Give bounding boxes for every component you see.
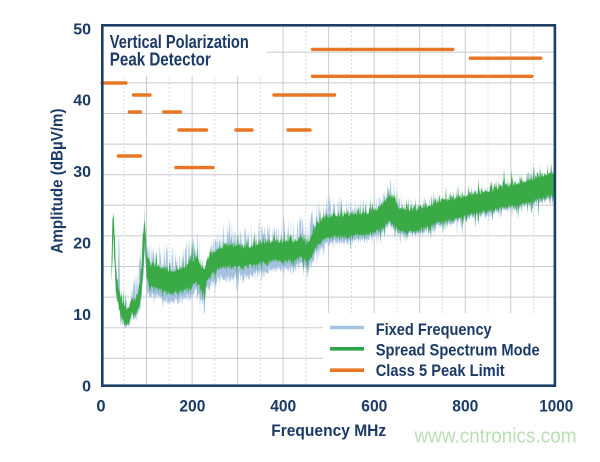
svg-text:Amplitude (dBµV/m): Amplitude (dBµV/m)	[49, 109, 67, 254]
svg-text:Frequency MHz: Frequency MHz	[271, 422, 386, 440]
svg-text:1000: 1000	[539, 397, 573, 415]
svg-text:Peak Detector: Peak Detector	[110, 48, 211, 69]
svg-text:Fixed Frequency: Fixed Frequency	[376, 320, 492, 339]
svg-text:400: 400	[270, 397, 296, 415]
svg-text:Spread Spectrum Mode: Spread Spectrum Mode	[376, 340, 540, 359]
svg-text:20: 20	[73, 236, 91, 253]
svg-text:40: 40	[73, 93, 91, 110]
svg-text:200: 200	[179, 397, 205, 415]
svg-text:10: 10	[73, 307, 91, 324]
svg-text:30: 30	[73, 164, 91, 181]
svg-text:Class 5 Peak Limit: Class 5 Peak Limit	[376, 361, 505, 380]
svg-text:0: 0	[82, 378, 91, 395]
svg-text:800: 800	[452, 397, 478, 415]
svg-text:Vertical Polarization: Vertical Polarization	[110, 31, 249, 52]
svg-text:600: 600	[361, 397, 387, 415]
svg-text:0: 0	[96, 397, 105, 415]
svg-text:50: 50	[73, 21, 91, 38]
svg-text:www.cntronics.com: www.cntronics.com	[414, 425, 577, 447]
